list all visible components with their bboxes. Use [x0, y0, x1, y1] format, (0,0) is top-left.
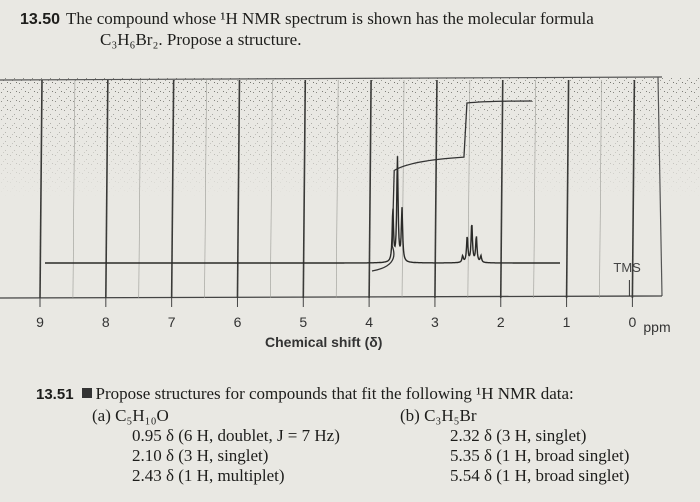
x-tick-labels: 9 8 7 6 5 4 3 2 1 0 — [36, 314, 636, 330]
part-a-line: 2.10 δ (3 H, singlet) — [132, 446, 269, 465]
x-tick-label: 9 — [36, 314, 44, 330]
problem-13-51: 13.51 Propose structures for compounds th… — [36, 384, 574, 405]
plot-frame — [0, 76, 663, 299]
x-axis-label: Chemical shift (δ) — [265, 334, 382, 350]
frame-right — [657, 76, 663, 297]
x-tick-label: 3 — [431, 314, 439, 330]
minor-gridline — [72, 79, 76, 299]
part-b-line: 5.54 δ (1 H, broad singlet) — [450, 466, 630, 485]
part-b-line: 5.35 δ (1 H, broad singlet) — [450, 446, 630, 465]
gridline — [565, 79, 570, 299]
part-a: (a) C₅H₁₀O 0.95 δ (6 H, doublet, J = 7 H… — [92, 406, 340, 486]
problem-prompt: Propose structures for compounds that fi… — [95, 384, 574, 403]
tms-label: TMS — [613, 260, 641, 275]
problem-text-line2: C₃H₆Br₂. Propose a structure. — [100, 30, 302, 49]
square-bullet-icon — [81, 388, 92, 398]
minor-gridline — [270, 79, 273, 299]
x-unit-label: ppm — [643, 319, 670, 335]
gridline — [236, 79, 241, 299]
x-tick-label: 1 — [563, 314, 571, 330]
problem-number: 13.51 — [36, 386, 74, 403]
gridline — [499, 79, 504, 299]
part-a-line: 0.95 δ (6 H, doublet, J = 7 Hz) — [132, 426, 340, 445]
minor-gridline — [467, 79, 471, 299]
x-tick-label: 6 — [234, 314, 242, 330]
gridline — [39, 79, 43, 299]
x-ticks — [39, 298, 633, 307]
minor-gridline — [335, 79, 339, 299]
minor-gridline — [599, 79, 602, 299]
minor-gridline — [401, 79, 405, 299]
gridline — [434, 79, 438, 299]
spectrum-baseline — [45, 156, 560, 264]
part-a-formula: (a) C₅H₁₀O — [92, 406, 169, 425]
problem-text-line1: The compound whose ¹H NMR spectrum is sh… — [66, 9, 594, 28]
x-tick-label: 2 — [497, 314, 505, 330]
x-axis-line — [0, 295, 663, 299]
gridline — [105, 79, 109, 299]
x-tick-label: 5 — [299, 314, 307, 330]
gridline — [631, 79, 636, 299]
gridlines — [39, 79, 636, 299]
problem-number: 13.50 — [20, 11, 61, 28]
x-tick-label: 4 — [365, 314, 373, 330]
problem-13-50: 13.50 The compound whose ¹H NMR spectrum … — [20, 8, 594, 49]
x-tick-label: 7 — [168, 314, 176, 330]
gridline — [368, 79, 372, 299]
minor-gridline — [138, 79, 142, 299]
part-b-formula: (b) C₃H₅Br — [400, 406, 477, 425]
part-b: (b) C₃H₅Br 2.32 δ (3 H, singlet) 5.35 δ … — [400, 406, 629, 486]
minor-gridline — [533, 79, 536, 299]
part-b-line: 2.32 δ (3 H, singlet) — [450, 426, 587, 445]
gridline — [302, 79, 307, 299]
minor-gridline — [204, 79, 207, 299]
x-tick-label: 8 — [102, 314, 110, 330]
frame-top — [0, 76, 663, 81]
gridline — [170, 79, 175, 299]
part-a-line: 2.43 δ (1 H, multiplet) — [132, 466, 285, 485]
integral-curve — [371, 100, 533, 272]
x-tick-label: 0 — [629, 314, 637, 330]
paper-grain-texture — [0, 78, 700, 198]
